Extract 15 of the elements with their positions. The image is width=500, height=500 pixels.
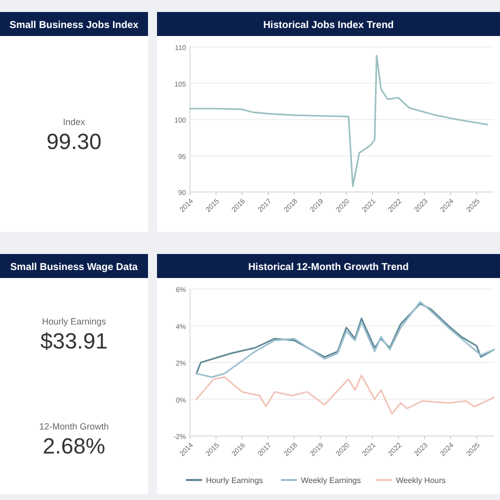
line-series bbox=[189, 54, 488, 187]
line-series bbox=[196, 374, 495, 415]
text: Small Business Wage Data bbox=[10, 262, 138, 273]
text: Hourly Earnings bbox=[42, 316, 107, 326]
text: 2.68% bbox=[42, 434, 106, 458]
text: 12-Month Growth bbox=[39, 422, 109, 432]
legend-label: Weekly Earnings bbox=[301, 476, 361, 485]
chart-title: Historical Jobs Index Trend bbox=[263, 20, 394, 31]
text: 99.30 bbox=[46, 129, 102, 154]
text: Small Business Jobs Index bbox=[10, 20, 139, 31]
chart-title: Historical 12-Month Growth Trend bbox=[248, 262, 409, 273]
text: Index bbox=[62, 117, 86, 127]
text: $33.91 bbox=[40, 328, 108, 354]
legend-label: Hourly Earnings bbox=[206, 476, 263, 485]
legend-label: Weekly Hours bbox=[396, 476, 446, 485]
